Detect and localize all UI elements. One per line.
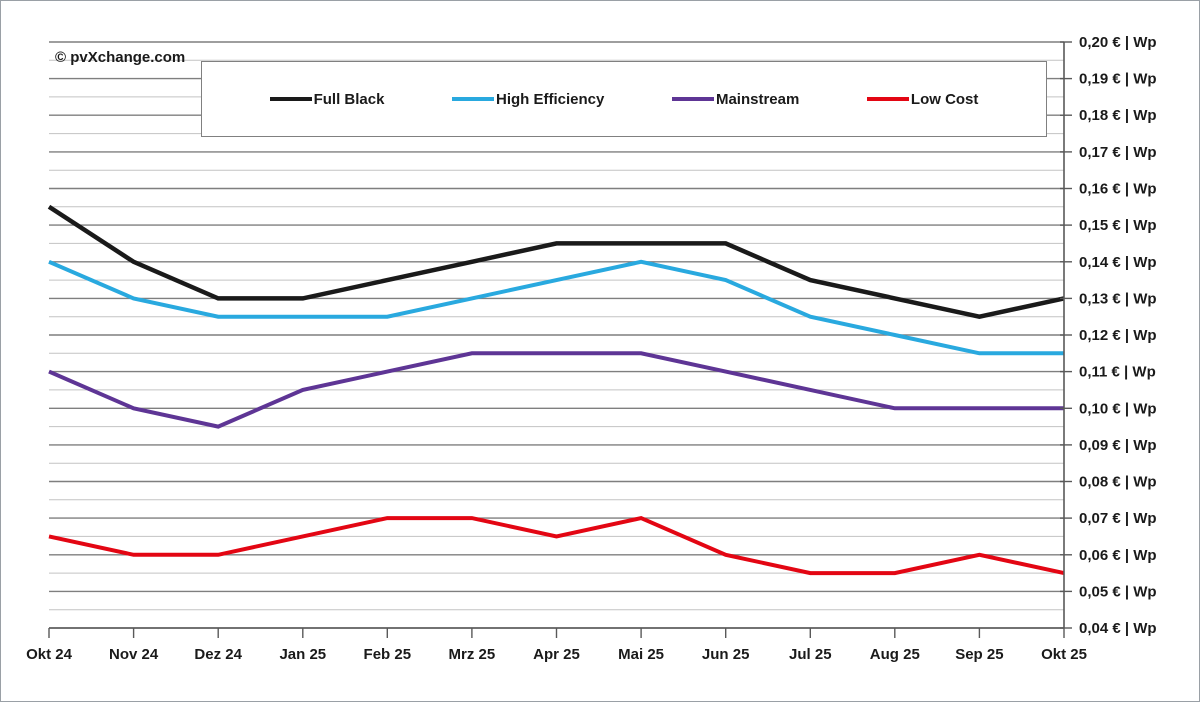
legend-swatch-high-efficiency <box>452 97 495 101</box>
x-axis-label: Mrz 25 <box>449 646 496 663</box>
x-axis-label: Feb 25 <box>364 646 412 663</box>
legend-label-full-black: Full Black <box>313 90 385 108</box>
y-axis-label: 0,18 € | Wp <box>1079 107 1157 124</box>
x-axis-label: Jan 25 <box>279 646 326 663</box>
y-axis-label: 0,14 € | Wp <box>1079 254 1157 271</box>
legend-item-mainstream: Mainstream <box>671 90 800 108</box>
x-axis-label: Okt 24 <box>26 646 73 663</box>
y-axis-label: 0,13 € | Wp <box>1079 290 1157 307</box>
y-axis-label: 0,17 € | Wp <box>1079 144 1157 161</box>
series-line-high-efficiency <box>48 259 1064 356</box>
y-axis-label: 0,15 € | Wp <box>1079 217 1157 234</box>
series-line-mainstream <box>48 351 1064 429</box>
x-axis-label: Apr 25 <box>533 646 580 663</box>
legend-swatch-mainstream <box>671 97 714 101</box>
y-axis-label: 0,09 € | Wp <box>1079 437 1157 454</box>
copyright-watermark: © pvXchange.com <box>55 49 186 66</box>
x-axis-label: Aug 25 <box>870 646 920 663</box>
legend-label-mainstream: Mainstream <box>715 90 800 108</box>
y-axis-label: 0,08 € | Wp <box>1079 474 1157 491</box>
x-axis-label: Mai 25 <box>618 646 664 663</box>
series-line-low-cost <box>48 516 1065 576</box>
legend-swatch-low-cost <box>866 97 909 101</box>
legend-item-low-cost: Low Cost <box>866 90 979 108</box>
y-axis-label: 0,04 € | Wp <box>1079 620 1157 637</box>
y-axis-label: 0,12 € | Wp <box>1079 327 1157 344</box>
x-axis-label: Jun 25 <box>702 646 750 663</box>
y-axis-label: 0,16 € | Wp <box>1079 181 1157 198</box>
x-axis-label: Sep 25 <box>955 646 1003 663</box>
y-axis-label: 0,05 € | Wp <box>1079 583 1157 600</box>
legend-swatch-full-black <box>269 97 312 101</box>
series-line-full-black <box>47 204 1065 320</box>
x-axis-label: Okt 25 <box>1041 646 1087 663</box>
legend-label-high-efficiency: High Efficiency <box>496 90 605 108</box>
y-axis-label: 0,11 € | Wp <box>1079 364 1156 381</box>
chart-legend: Full Black High Efficiency Mainstream Lo… <box>201 61 1047 137</box>
x-axis-label: Jul 25 <box>789 646 832 663</box>
y-axis-label: 0,20 € | Wp <box>1079 34 1157 51</box>
y-axis-label: 0,07 € | Wp <box>1079 510 1157 527</box>
x-axis-label: Dez 24 <box>194 646 242 663</box>
y-axis-label: 0,19 € | Wp <box>1079 71 1157 88</box>
legend-item-high-efficiency: High Efficiency <box>452 91 604 108</box>
y-axis-label: 0,10 € | Wp <box>1079 400 1157 417</box>
y-axis-label: 0,06 € | Wp <box>1079 547 1157 564</box>
legend-label-low-cost: Low Cost <box>910 90 979 108</box>
legend-item-full-black: Full Black <box>269 90 385 108</box>
x-axis-label: Nov 24 <box>109 646 159 663</box>
